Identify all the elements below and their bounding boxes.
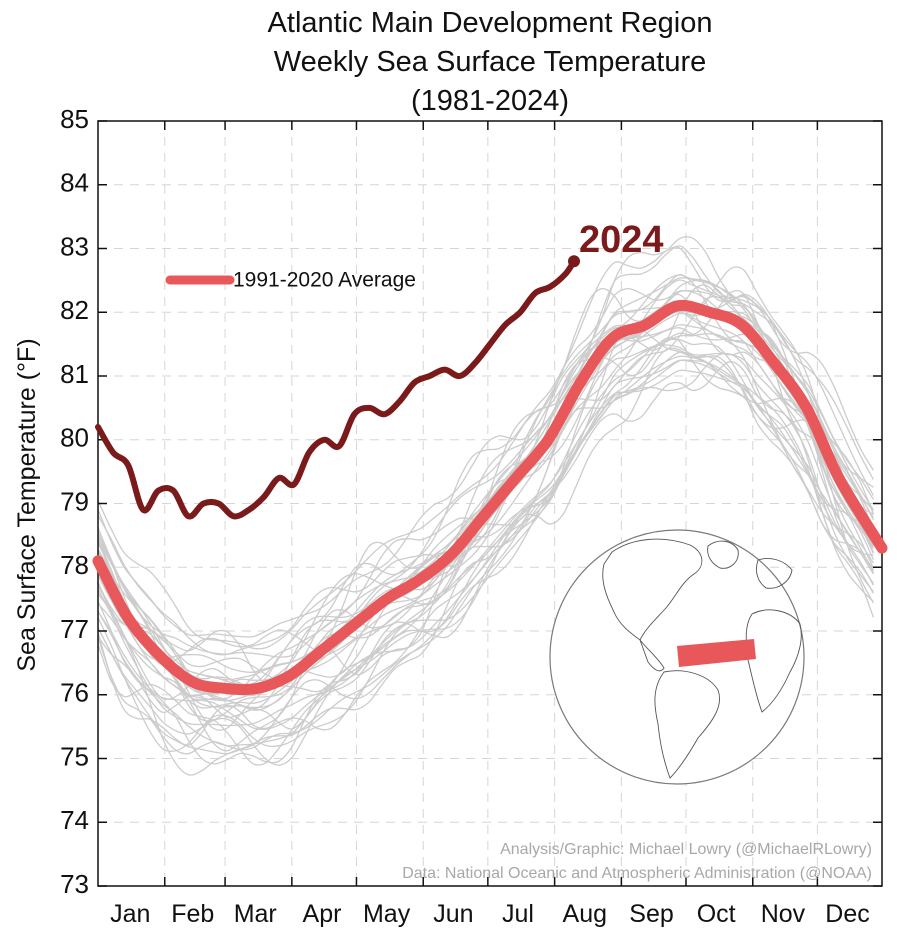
x-tick-label: Jul: [502, 900, 534, 928]
chart-title: Atlantic Main Development Region Weekly …: [268, 7, 713, 117]
series-line-average: [92, 299, 888, 696]
historical-year-line: [97, 289, 874, 711]
x-tick-label: Dec: [825, 900, 869, 928]
x-tick-label: Oct: [697, 900, 736, 928]
series-line-2024: [95, 258, 577, 520]
historical-year-line: [97, 347, 874, 755]
globe-inset: [549, 529, 805, 785]
credit-data: Data: National Oceanic and Atmospheric A…: [402, 865, 872, 882]
historical-year-line: [97, 344, 874, 752]
historical-year-line: [97, 337, 874, 766]
globe-outline: [549, 529, 805, 785]
y-tick-label: 76: [60, 678, 89, 708]
credit-analysis: Analysis/Graphic: Michael Lowry (@Michae…: [500, 841, 872, 858]
globe-greenland: [707, 540, 739, 569]
historical-year-line: [97, 355, 874, 746]
y-tick-label: 73: [60, 869, 89, 899]
credits: Analysis/Graphic: Michael Lowry (@Michae…: [402, 841, 872, 882]
axes: 73 74 75 76 77 78 79 80 81 82 83 84 85 Jan Feb Mar Apr Ma…: [60, 104, 883, 928]
historical-year-line: [97, 236, 874, 638]
legend: 1991-2020 Average: [165, 269, 416, 292]
globe-europe: [755, 558, 793, 589]
historical-year-line: [97, 361, 875, 755]
x-tick-label: Feb: [171, 900, 214, 928]
historical-year-line: [97, 369, 874, 753]
historical-year-line: [97, 338, 874, 730]
y-tick-label: 81: [60, 359, 89, 389]
series-endpoint-2024: [568, 255, 580, 268]
y-tick-label: 80: [60, 423, 89, 453]
globe-south-america: [654, 670, 720, 779]
y-axis-label: Sea Surface Temperature (°F): [13, 338, 41, 671]
x-tick-label: Apr: [303, 900, 342, 928]
chart-title-line-1: Atlantic Main Development Region: [268, 7, 713, 39]
historical-year-line: [97, 246, 874, 650]
x-tick-label: May: [363, 900, 411, 928]
historical-year-line: [97, 274, 874, 685]
y-tick-label: 82: [60, 295, 89, 325]
legend-label-average: 1991-2020 Average: [233, 269, 416, 292]
x-tick-label: Aug: [563, 900, 607, 928]
x-tick-label: Jun: [433, 900, 473, 928]
series-lines: [92, 255, 888, 696]
y-tick-label: 77: [60, 614, 89, 644]
historical-year-line: [97, 289, 874, 700]
x-tick-label: Sep: [629, 900, 673, 928]
y-tick-label: 83: [60, 231, 89, 261]
main-development-region-highlight: [677, 639, 756, 667]
y-tick-label: 79: [60, 486, 89, 516]
historical-year-line: [97, 326, 874, 727]
x-tick-label: Nov: [761, 900, 806, 928]
historical-year-line: [97, 359, 874, 765]
y-tick-label: 85: [60, 104, 89, 134]
y-tick-label: 84: [60, 168, 89, 198]
x-tick-label: Jan: [110, 900, 150, 928]
y-tick-label: 75: [60, 741, 89, 771]
y-tick-label: 78: [60, 550, 89, 580]
historical-year-line: [97, 333, 874, 731]
annotation-2024: 2024: [579, 219, 664, 261]
historical-year-line: [97, 277, 874, 666]
chart-title-line-2: Weekly Sea Surface Temperature: [274, 46, 707, 78]
chart-title-line-3: (1981-2024): [411, 85, 569, 117]
historical-year-line: [97, 359, 874, 766]
globe-north-america: [602, 538, 703, 641]
x-tick-label: Mar: [234, 900, 277, 928]
historical-year-line: [97, 305, 874, 709]
globe-central-america: [639, 639, 665, 672]
y-tick-label: 74: [60, 805, 89, 835]
historical-year-line: [97, 324, 874, 701]
